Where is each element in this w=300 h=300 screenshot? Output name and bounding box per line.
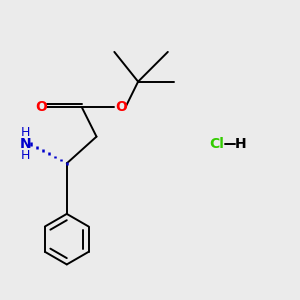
Text: O: O bbox=[35, 100, 47, 114]
Text: O: O bbox=[115, 100, 127, 114]
Text: H: H bbox=[20, 149, 30, 162]
Text: N: N bbox=[20, 137, 31, 151]
Text: Cl: Cl bbox=[209, 137, 224, 151]
Text: H: H bbox=[20, 126, 30, 139]
Text: H: H bbox=[235, 137, 247, 151]
